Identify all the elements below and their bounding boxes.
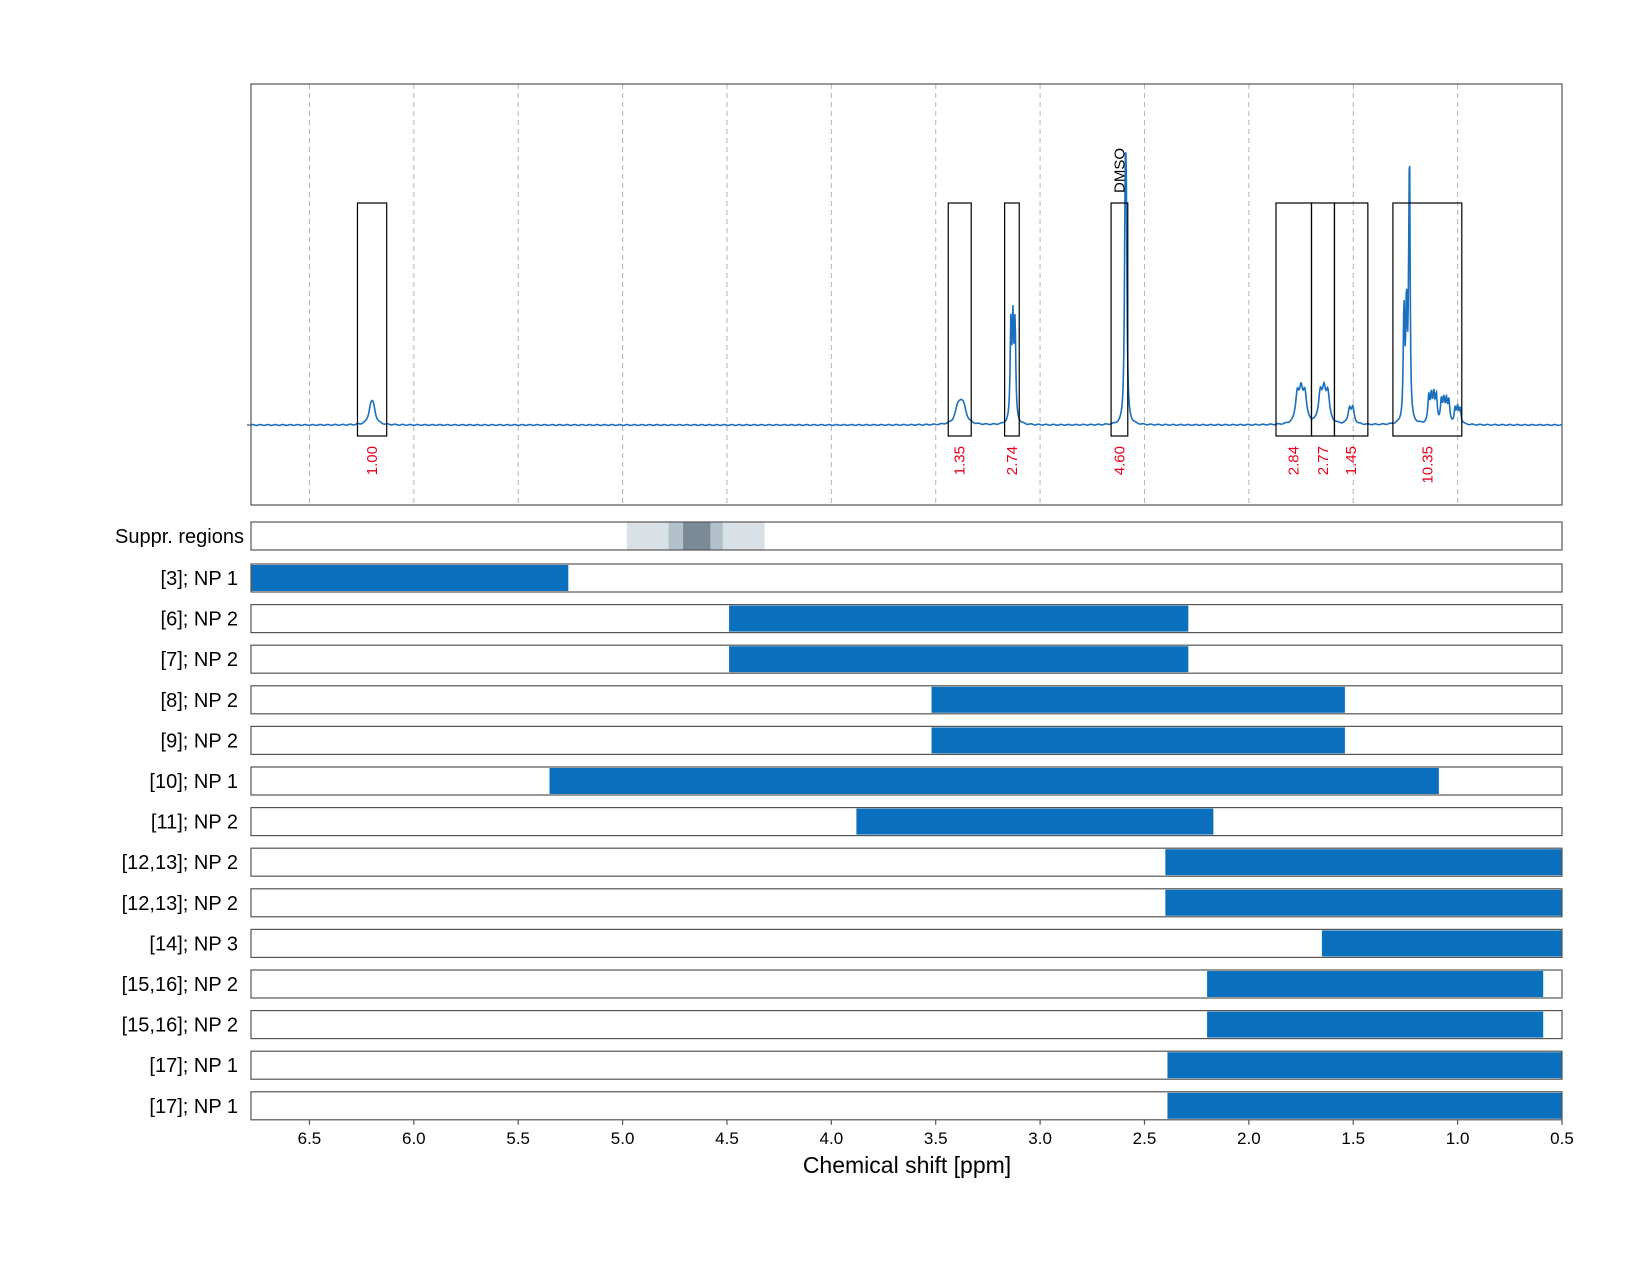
range-label: [12,13]; NP 2 [122, 893, 238, 915]
integration-box [1110, 202, 1129, 437]
integral-value: 1.35 [952, 446, 969, 475]
range-frame [250, 969, 1563, 999]
range-frame [250, 888, 1563, 918]
range-row: [12,13]; NP 2 [122, 888, 1563, 918]
integral-value: 1.45 [1343, 446, 1360, 475]
integration-box [356, 202, 388, 437]
range-row: [11]; NP 2 [151, 806, 1563, 837]
range-label: [15,16]; NP 2 [122, 1015, 238, 1037]
range-row: [7]; NP 2 [161, 644, 1563, 674]
spectrum-frame [250, 83, 1563, 506]
x-tick-label: 3.5 [924, 1129, 948, 1148]
range-label: [17]; NP 1 [149, 1096, 238, 1118]
range-label: [7]; NP 2 [161, 649, 238, 671]
range-frame [250, 766, 1563, 796]
range-bar [1207, 971, 1544, 997]
x-axis: 6.5 6.0 5.5 5.0 4.5 4.0 3.5 3.0 2.5 2.0 1.5 1.0 0.5 [298, 1119, 1574, 1148]
range-frame [250, 644, 1563, 674]
range-frame [250, 847, 1563, 877]
suppression-frame [250, 521, 1563, 551]
range-row: [6]; NP 2 [161, 603, 1563, 634]
range-frame [250, 685, 1563, 715]
range-frame [250, 563, 1563, 593]
integration-box [1392, 202, 1463, 437]
x-tick-label: 1.0 [1446, 1129, 1470, 1148]
spectrum-panel: 1.00 1.35 2.74 4.60 2.84 2.77 1.45 10.35 DMSO [247, 83, 1563, 506]
range-frame [250, 928, 1563, 959]
integral-value: 2.74 [1004, 446, 1021, 475]
x-axis-title: Chemical shift [ppm] [803, 1152, 1011, 1178]
range-row: [3]; NP 1 [161, 563, 1563, 593]
suppression-panel: Suppr. regions [115, 521, 1563, 551]
range-bar [251, 565, 569, 591]
range-row: [9]; NP 2 [161, 725, 1563, 756]
range-bar [1165, 889, 1562, 916]
range-label: [8]; NP 2 [161, 690, 238, 712]
range-bar-panels: [3]; NP 1 [6]; NP 2 [7]; NP 2 [8]; NP 2 [9];… [122, 563, 1563, 1121]
x-tick-label: 5.5 [506, 1129, 530, 1148]
range-row: [15,16]; NP 2 [122, 969, 1563, 999]
range-label: [6]; NP 2 [161, 609, 238, 631]
range-bar [931, 686, 1345, 713]
range-row: [12,13]; NP 2 [122, 847, 1563, 877]
x-tick-label: 4.0 [820, 1129, 844, 1148]
range-bar [1165, 849, 1562, 876]
range-row: [10]; NP 1 [149, 766, 1563, 796]
range-frame [250, 1091, 1563, 1121]
range-row: [17]; NP 1 [149, 1091, 1563, 1121]
range-bar [1167, 1052, 1562, 1079]
x-tick-label: 5.0 [611, 1129, 635, 1148]
range-label: [15,16]; NP 2 [122, 974, 238, 996]
x-tick-label: 1.5 [1341, 1129, 1365, 1148]
integration-box [947, 202, 972, 437]
range-frame [250, 806, 1563, 837]
peak-annotation: DMSO [1111, 148, 1128, 193]
range-row: [17]; NP 1 [149, 1050, 1563, 1080]
integration-box [1004, 202, 1020, 437]
x-tick-label: 6.5 [298, 1129, 322, 1148]
range-bar [549, 768, 1439, 794]
spectrum-trace [250, 152, 1563, 427]
range-label: [10]; NP 1 [149, 771, 238, 793]
x-tick-label: 2.0 [1237, 1129, 1261, 1148]
integral-value: 1.00 [364, 446, 381, 475]
range-bar [729, 646, 1189, 673]
range-label: [9]; NP 2 [161, 730, 238, 752]
x-tick-label: 0.5 [1550, 1129, 1574, 1148]
x-tick-label: 4.5 [715, 1129, 739, 1148]
range-label: [3]; NP 1 [161, 568, 238, 590]
x-tick-label: 6.0 [402, 1129, 426, 1148]
range-bar [1207, 1011, 1544, 1038]
suppression-label: Suppr. regions [115, 526, 244, 548]
suppression-region [683, 522, 711, 550]
range-row: [8]; NP 2 [161, 685, 1563, 715]
integral-value: 2.77 [1315, 446, 1332, 475]
range-row: [15,16]; NP 2 [122, 1009, 1563, 1040]
range-bar [1321, 930, 1562, 957]
range-frame [250, 725, 1563, 756]
range-bar [856, 808, 1214, 835]
range-label: [14]; NP 3 [149, 933, 238, 955]
range-label: [17]; NP 1 [149, 1055, 238, 1077]
range-label: [12,13]; NP 2 [122, 852, 238, 874]
integration-box [1310, 202, 1336, 437]
integral-value: 2.84 [1286, 446, 1303, 475]
x-tick-label: 2.5 [1133, 1129, 1157, 1148]
integral-value: 4.60 [1111, 446, 1128, 475]
range-label: [11]; NP 2 [151, 812, 238, 834]
range-frame [250, 1050, 1563, 1080]
integral-value: 10.35 [1419, 446, 1436, 484]
integration-box [1333, 202, 1369, 437]
range-bar [1167, 1092, 1562, 1119]
range-frame [250, 603, 1563, 634]
range-bar [931, 727, 1345, 754]
range-frame [250, 1009, 1563, 1040]
x-tick-label: 3.0 [1028, 1129, 1052, 1148]
range-bar [729, 605, 1189, 632]
range-row: [14]; NP 3 [149, 928, 1563, 959]
